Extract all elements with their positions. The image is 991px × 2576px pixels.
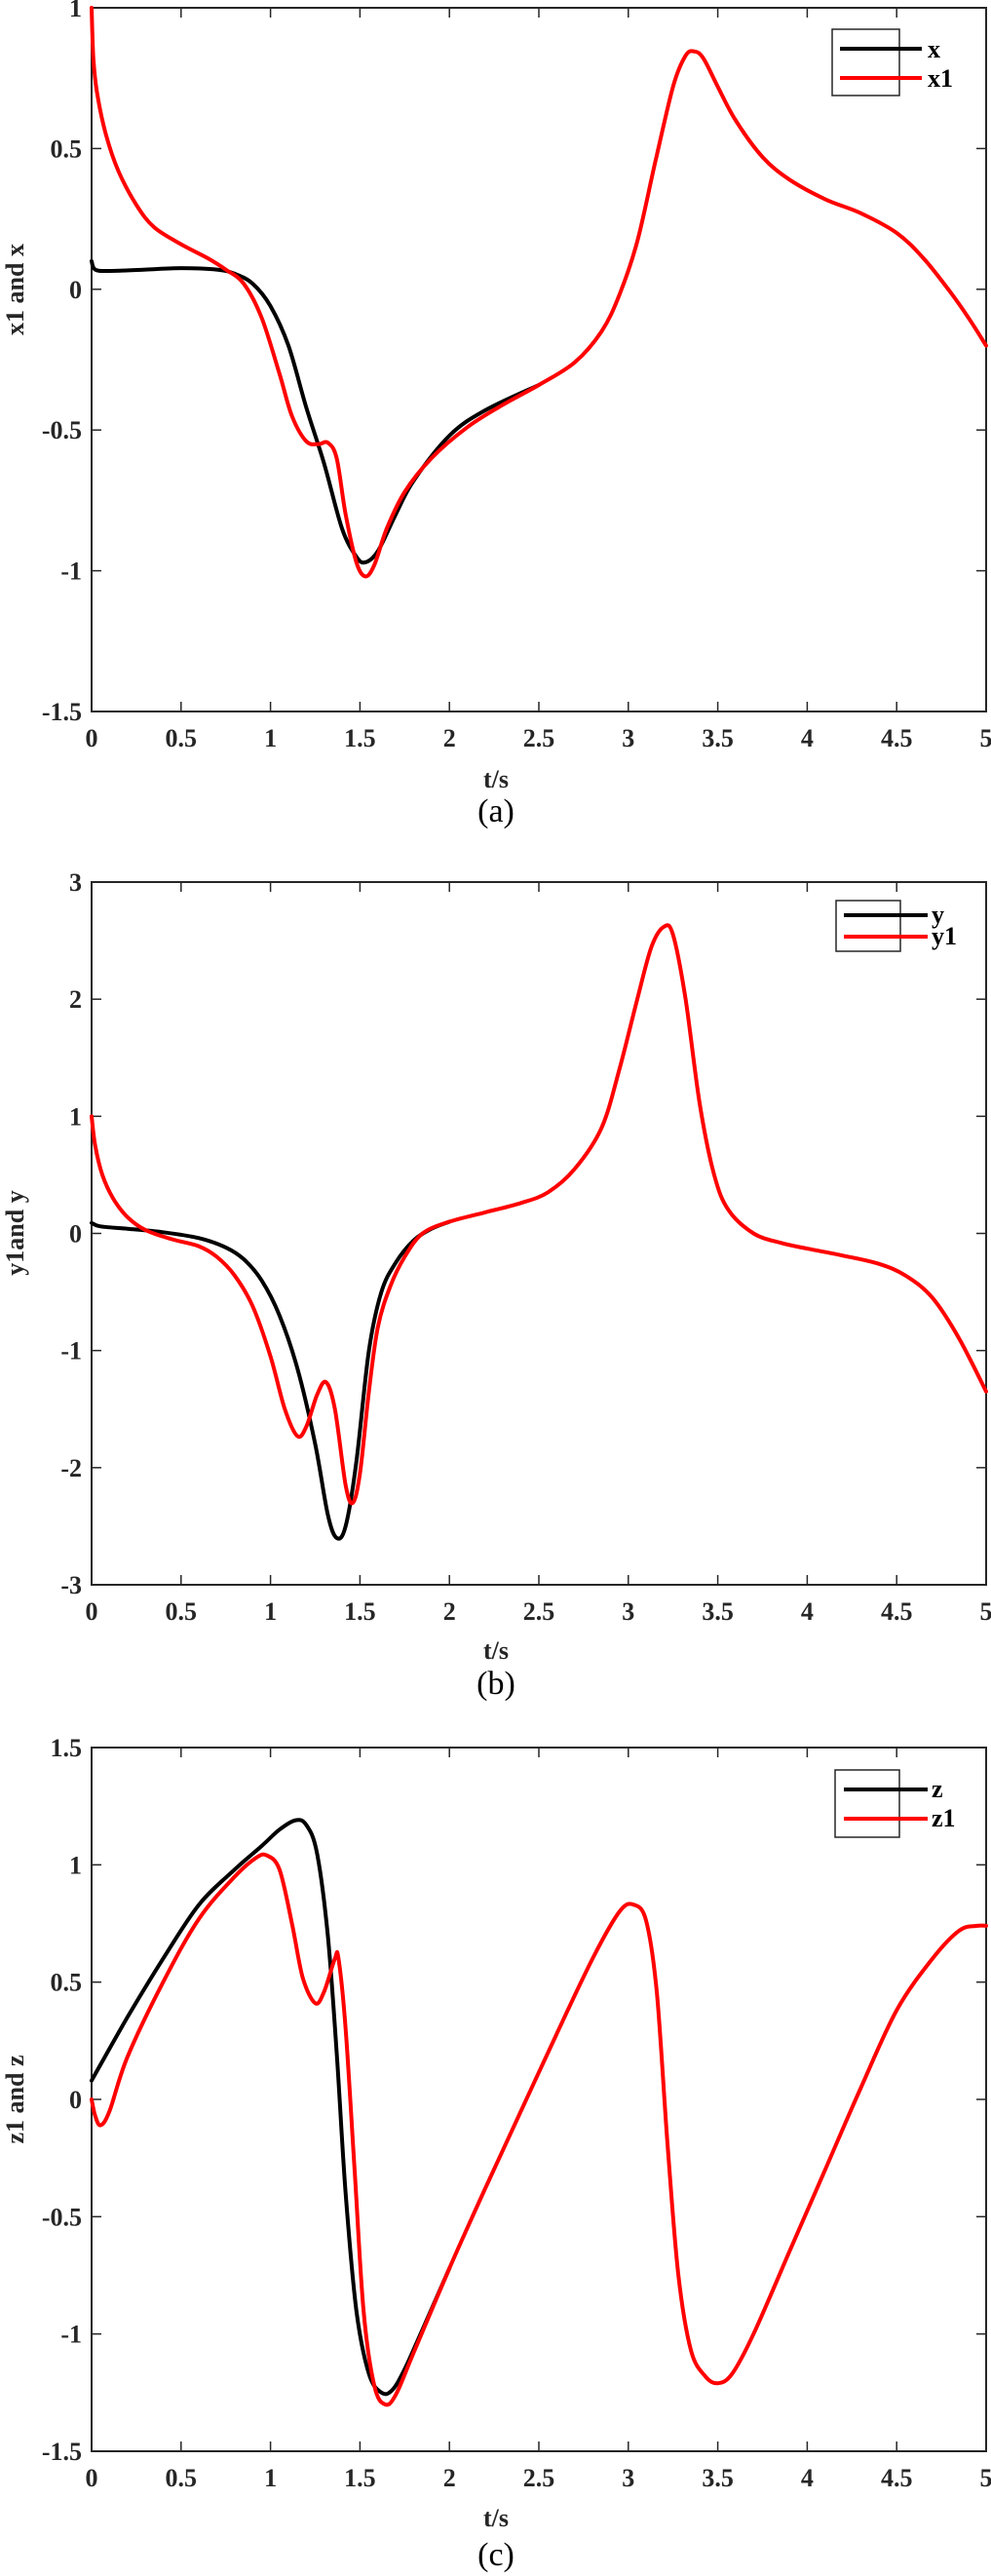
x-tick-label: 0.5 (166, 724, 198, 752)
y-tick-label: -1 (60, 2321, 82, 2349)
x-tick-label: 4.5 (881, 724, 913, 752)
x-tick-label: 5 (980, 724, 991, 752)
x-tick-label: 1.5 (344, 2464, 376, 2492)
y-tick-label: 1.5 (51, 1734, 83, 1762)
x-tick-label: 3 (622, 724, 634, 752)
x-tick-label: 1 (264, 1597, 277, 1626)
y-tick-label: 1 (69, 1851, 82, 1879)
x-tick-label: 4 (801, 724, 814, 752)
y-tick-label: -1 (60, 557, 82, 586)
x-tick-label: 5 (980, 1597, 991, 1626)
y-tick-label: 0 (69, 276, 82, 304)
y-tick-label: 0 (69, 1220, 82, 1249)
x-tick-label: 3.5 (702, 1597, 734, 1626)
x-tick-label: 1.5 (344, 724, 376, 752)
series-y-line (90, 1219, 452, 1541)
legend-box (834, 1769, 900, 1838)
plot-area-c (91, 1747, 987, 2452)
y-axis-label-c: z1 and z (1, 2056, 29, 2144)
x-axis-label-c: t/s (483, 2504, 509, 2532)
x-tick-label: 4.5 (881, 2464, 913, 2492)
y-tick-label: -1 (60, 1337, 82, 1365)
x-axis-label-a: t/s (483, 765, 509, 793)
series-z1-line (90, 1852, 988, 2407)
legend-box (831, 28, 900, 96)
axis-ticks-a: 0 0.5 1 1.5 2 2.5 3 3.5 4 4.5 5 -1.5 -1 -0.5 0 0.5 1 (42, 0, 991, 752)
x-tick-label: 0.5 (166, 1597, 198, 1626)
series-x1-line (90, 6, 988, 579)
panel-c: 0 0.5 1 1.5 2 2.5 3 3.5 4 4.5 5-1.5-1-0.500.511.5 … (1, 1734, 991, 2573)
y-tick-label: 0.5 (51, 1969, 83, 1997)
x-tick-label: 2 (443, 1597, 456, 1626)
axis-ticks-b: 0 0.5 1 1.5 2 2.5 3 3.5 4 4.5 5 -3 -2 -1 0 1 2 3 (60, 868, 991, 1626)
legend-box (835, 900, 901, 952)
y-tick-label: -0.5 (42, 416, 82, 444)
caption-b: (b) (476, 1666, 515, 1702)
panel-a: 0 0.5 1 1.5 2 2.5 3 3.5 4 4.5 5 -1.5 -1 -0.5 0 0.5 1 x x… (1, 0, 991, 829)
x-tick-label: 1 (264, 2464, 277, 2492)
x-tick-label: 3.5 (702, 2464, 734, 2492)
y-tick-label: 1 (69, 1102, 82, 1131)
legend-a: x x1 (831, 28, 953, 96)
legend-label-y1: y1 (932, 922, 957, 950)
legend-label-x1: x1 (928, 64, 953, 93)
x-tick-label: 3 (622, 2464, 634, 2492)
panel-b: 0 0.5 1 1.5 2 2.5 3 3.5 4 4.5 5 -3 -2 -1 0 1 2 3 y y1 t/s… (1, 868, 991, 1702)
y-tick-label: 0 (69, 2086, 82, 2114)
x-tick-label: 1 (264, 724, 277, 752)
x-tick-label: 3.5 (702, 724, 734, 752)
y-tick-label: -0.5 (42, 2203, 82, 2231)
legend-label-x: x (928, 35, 940, 63)
x-tick-label: 3 (622, 1597, 634, 1626)
legend-b: y y1 (835, 900, 957, 952)
x-tick-label: 2.5 (523, 1597, 555, 1626)
y-tick-label: 2 (69, 985, 82, 1014)
legend-c: z z1 (834, 1769, 956, 1838)
x-tick-label: 2 (443, 2464, 456, 2492)
y-tick-label: 1 (69, 0, 82, 22)
x-tick-label: 4 (801, 2464, 814, 2492)
x-tick-label: 4 (801, 1597, 814, 1626)
y-axis-label-a: x1 and x (1, 244, 29, 335)
caption-a: (a) (477, 793, 515, 829)
x-axis-label-b: t/s (483, 1636, 509, 1665)
x-tick-label: 0 (86, 724, 98, 752)
x-tick-label: 4.5 (881, 1597, 913, 1626)
legend-label-z: z (932, 1775, 943, 1803)
curves-a (90, 6, 988, 579)
x-tick-label: 0 (86, 1597, 98, 1626)
x-tick-label: 0 (86, 2464, 98, 2492)
y-tick-label: 0.5 (51, 135, 83, 163)
curves-c (90, 1818, 988, 2407)
y-tick-label: 3 (69, 868, 82, 897)
axis-ticks-c: 0 0.5 1 1.5 2 2.5 3 3.5 4 4.5 5 -1.5 -1 -0.5 0 0.5 1 1.5 (42, 1734, 991, 2492)
series-z-line (90, 1818, 452, 2397)
plot-area-b (91, 881, 987, 1586)
x-tick-label: 0.5 (166, 2464, 198, 2492)
x-tick-label: 1.5 (344, 1597, 376, 1626)
series-y1-line (90, 923, 988, 1506)
legend-label-y: y (932, 901, 944, 929)
y-tick-label: -1.5 (42, 698, 82, 726)
x-tick-label: 2.5 (523, 2464, 555, 2492)
legend-label-z1: z1 (932, 1804, 956, 1832)
x-tick-label: 2 (443, 724, 456, 752)
caption-c: (c) (477, 2537, 515, 2573)
x-tick-label: 5 (980, 2464, 991, 2492)
y-axis-label-b: y1and y (1, 1190, 29, 1275)
curves-b (90, 923, 988, 1541)
x-tick-label: 2.5 (523, 724, 555, 752)
y-tick-label: -3 (60, 1571, 82, 1599)
plot-area-a (91, 7, 987, 712)
y-tick-label: -1.5 (42, 2438, 82, 2466)
y-tick-label: -2 (60, 1454, 82, 1482)
